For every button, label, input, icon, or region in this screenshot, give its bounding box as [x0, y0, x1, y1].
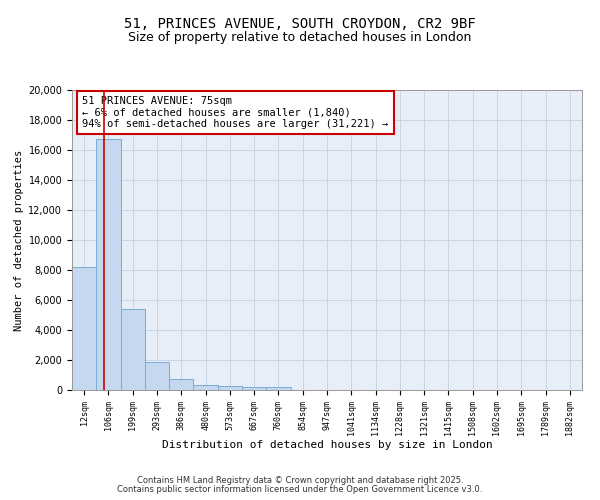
Text: 51 PRINCES AVENUE: 75sqm
← 6% of detached houses are smaller (1,840)
94% of semi: 51 PRINCES AVENUE: 75sqm ← 6% of detache…: [82, 96, 388, 129]
Text: Contains public sector information licensed under the Open Government Licence v3: Contains public sector information licen…: [118, 485, 482, 494]
Text: 51, PRINCES AVENUE, SOUTH CROYDON, CR2 9BF: 51, PRINCES AVENUE, SOUTH CROYDON, CR2 9…: [124, 18, 476, 32]
Text: Size of property relative to detached houses in London: Size of property relative to detached ho…: [128, 31, 472, 44]
Text: Contains HM Land Registry data © Crown copyright and database right 2025.: Contains HM Land Registry data © Crown c…: [137, 476, 463, 485]
Bar: [266, 387, 290, 390]
Bar: [96, 140, 121, 390]
Bar: [145, 362, 169, 390]
Bar: [121, 309, 145, 390]
Bar: [169, 379, 193, 390]
Y-axis label: Number of detached properties: Number of detached properties: [14, 150, 24, 330]
Bar: [72, 267, 96, 390]
Bar: [218, 386, 242, 390]
Bar: [193, 385, 218, 390]
Bar: [242, 387, 266, 390]
X-axis label: Distribution of detached houses by size in London: Distribution of detached houses by size …: [161, 440, 493, 450]
